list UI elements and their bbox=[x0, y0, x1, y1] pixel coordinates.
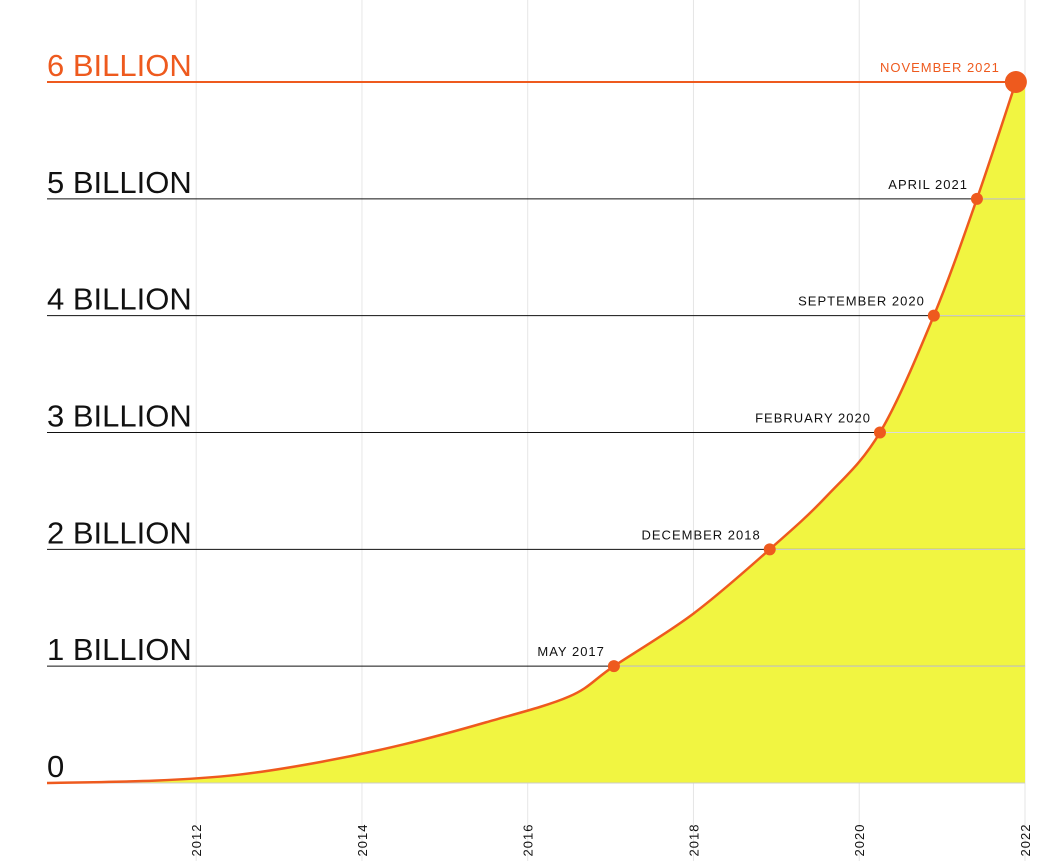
milestone-marker bbox=[607, 660, 620, 673]
x-tick-label: 2014 bbox=[355, 824, 370, 857]
milestone-label: DECEMBER 2018 bbox=[642, 527, 761, 542]
x-tick-labels: 2012 2014 2016 2018 2020 2022 bbox=[189, 824, 1033, 857]
milestone-markers: MAY 2017 DECEMBER 2018 FEBRUARY 2020 SEPTEM… bbox=[537, 60, 1027, 673]
milestone-marker bbox=[873, 426, 886, 439]
milestone-label: MAY 2017 bbox=[537, 644, 605, 659]
milestone-marker bbox=[763, 543, 776, 556]
milestone-label: SEPTEMBER 2020 bbox=[798, 294, 925, 309]
y-tick-label: 2 BILLION bbox=[47, 515, 192, 550]
x-tick-label: 2012 bbox=[189, 824, 204, 857]
y-tick-label: 4 BILLION bbox=[47, 282, 192, 317]
milestone-marker bbox=[970, 192, 983, 205]
y-tick-label: 3 BILLION bbox=[47, 399, 192, 434]
milestone-label: NOVEMBER 2021 bbox=[880, 60, 1000, 75]
x-tick-label: 2020 bbox=[852, 824, 867, 857]
y-tick-label: 6 BILLION bbox=[47, 48, 192, 83]
milestone-marker bbox=[1004, 71, 1027, 93]
milestone-marker bbox=[927, 309, 940, 322]
milestone-label: FEBRUARY 2020 bbox=[755, 411, 871, 426]
area-fill bbox=[47, 82, 1025, 783]
x-tick-label: 2018 bbox=[686, 824, 701, 857]
y-tick-label: 5 BILLION bbox=[47, 165, 192, 200]
y-tick-label: 0 bbox=[47, 749, 64, 784]
horizontal-gridlines bbox=[47, 81, 1025, 784]
x-tick-label: 2022 bbox=[1018, 824, 1033, 857]
y-tick-label: 1 BILLION bbox=[47, 632, 192, 667]
x-tick-label: 2016 bbox=[521, 824, 536, 857]
milestone-label: APRIL 2021 bbox=[888, 177, 968, 192]
y-tick-labels: 0 1 BILLION 2 BILLION 3 BILLION 4 BILLION 5 B… bbox=[47, 48, 192, 784]
